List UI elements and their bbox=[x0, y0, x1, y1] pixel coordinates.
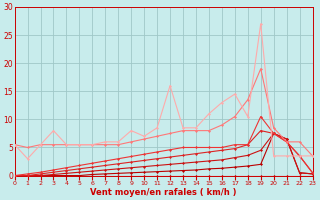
X-axis label: Vent moyen/en rafales ( km/h ): Vent moyen/en rafales ( km/h ) bbox=[90, 188, 237, 197]
